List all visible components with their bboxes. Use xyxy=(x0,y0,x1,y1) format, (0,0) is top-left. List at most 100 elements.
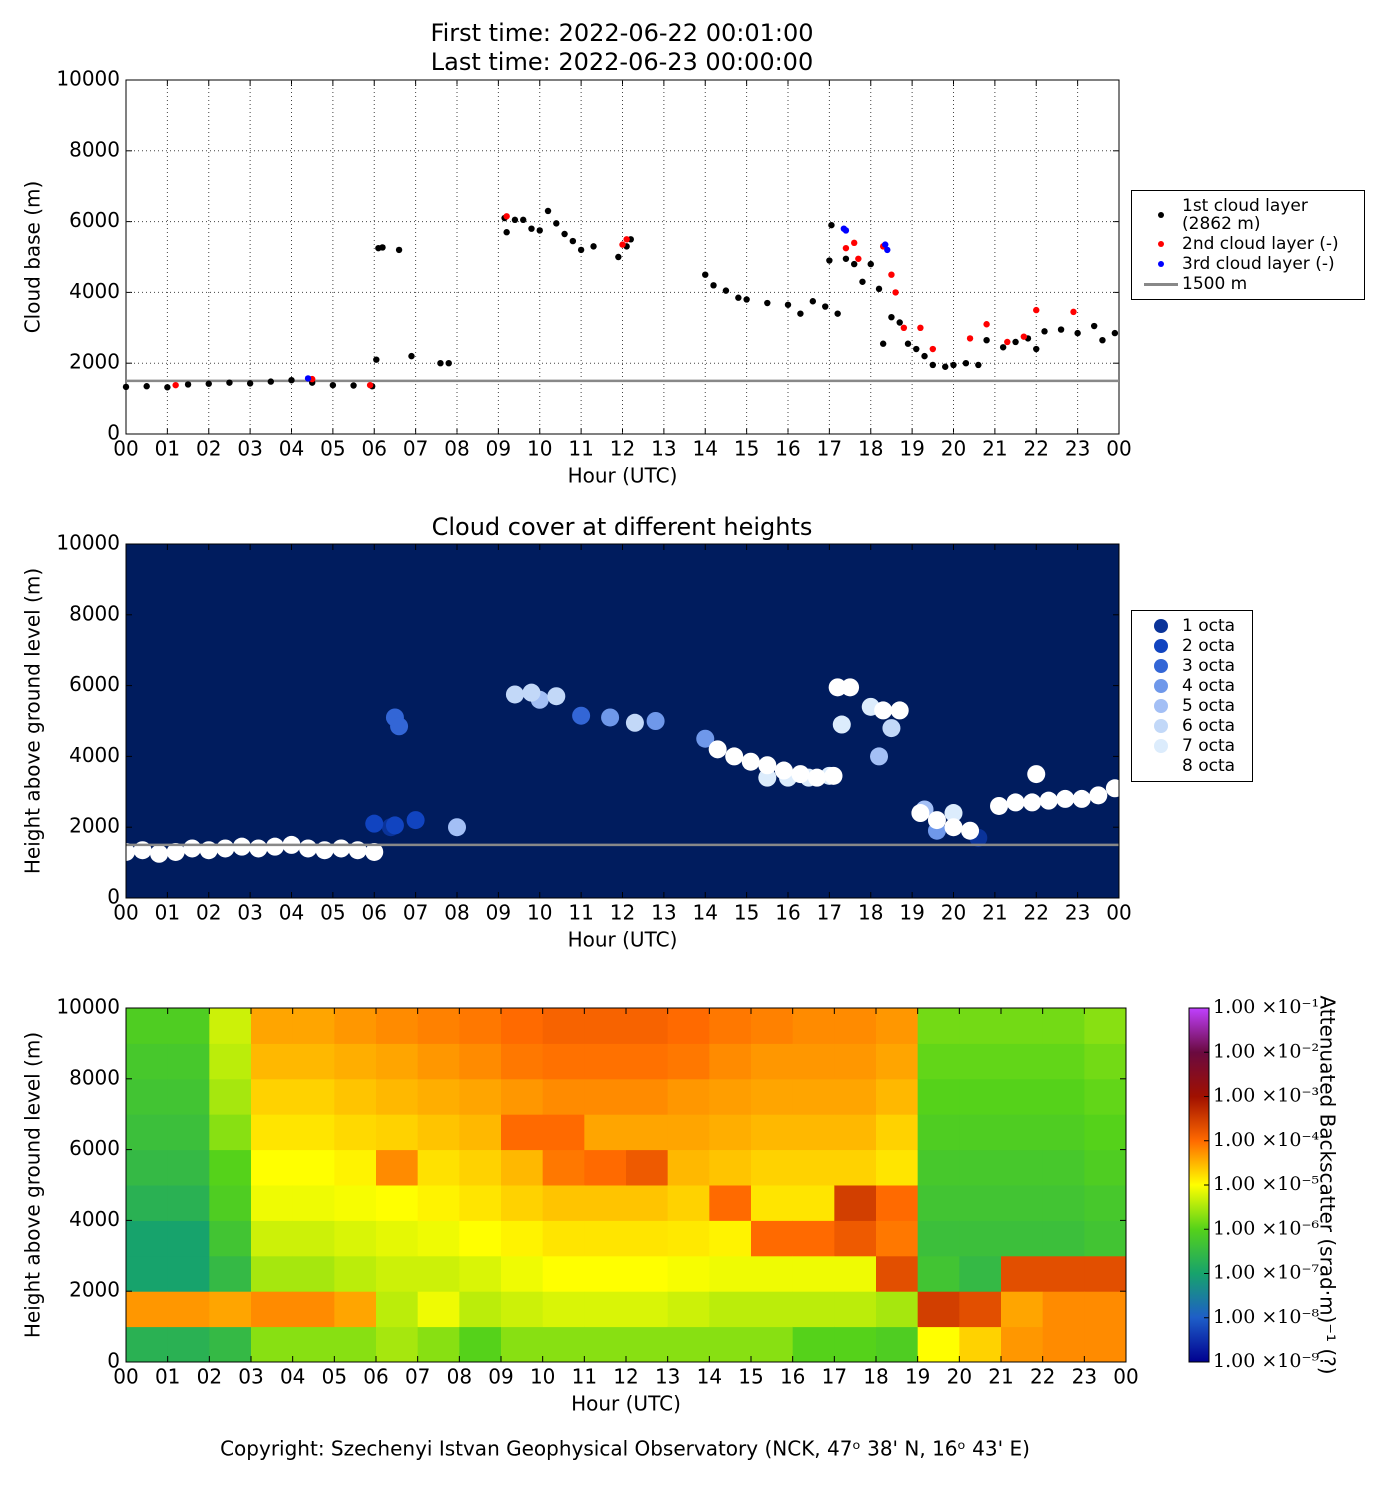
heatmap-cell xyxy=(167,1291,210,1328)
heatmap-cell xyxy=(584,1291,627,1328)
data-point xyxy=(791,765,810,784)
legend-entry: 1st cloud layer (2862 m) xyxy=(1140,197,1356,233)
x-tick-label: 17 xyxy=(817,901,842,925)
data-point xyxy=(445,360,452,367)
heatmap-cell xyxy=(876,1185,919,1221)
y-tick-label: 0 xyxy=(107,421,120,445)
heatmap-cell xyxy=(126,1149,169,1186)
data-point xyxy=(950,361,957,369)
x-tick-label: 09 xyxy=(488,1365,513,1389)
legend-symbol xyxy=(1140,212,1182,218)
heatmap-cell xyxy=(667,1185,710,1221)
x-tick-label: 19 xyxy=(899,437,924,461)
heatmap-cell xyxy=(209,1185,252,1221)
heatmap-cell xyxy=(792,1149,835,1186)
heatmap-cell xyxy=(1084,1291,1127,1328)
heatmap-cell xyxy=(1042,1255,1085,1292)
x-tick-label: 10 xyxy=(527,901,552,925)
x-tick-label: 23 xyxy=(1065,901,1090,925)
data-point xyxy=(520,216,527,224)
x-tick-label: 13 xyxy=(655,1365,680,1389)
data-point xyxy=(406,811,425,830)
data-point xyxy=(1070,308,1077,316)
legend-entry: 8 octa xyxy=(1140,757,1244,775)
heatmap-cell xyxy=(292,1078,335,1115)
heatmap-cell xyxy=(959,1043,1002,1080)
legend-entry: 4 octa xyxy=(1140,677,1244,695)
heatmap-cell xyxy=(417,1043,460,1080)
x-tick-label: 02 xyxy=(196,437,221,461)
data-point xyxy=(1057,326,1065,333)
heatmap-cell xyxy=(376,1078,419,1115)
heatmap-cell xyxy=(626,1008,669,1044)
legend-marker xyxy=(1154,659,1168,673)
heatmap-cell xyxy=(792,1220,835,1257)
data-point xyxy=(859,278,866,285)
heatmap-cell xyxy=(251,1043,294,1080)
legend-line xyxy=(1144,282,1178,286)
data-point xyxy=(329,381,337,389)
data-point xyxy=(267,378,275,385)
data-point xyxy=(505,685,524,704)
heatmap-cell xyxy=(542,1149,585,1186)
heatmap-cell xyxy=(167,1114,210,1151)
data-point xyxy=(842,227,850,234)
legend-label: 1500 m xyxy=(1182,274,1248,294)
heatmap-cell xyxy=(709,1326,752,1363)
data-point xyxy=(710,282,717,289)
data-point xyxy=(1056,789,1075,808)
heatmap-cell xyxy=(584,1220,627,1257)
legend-entry: 6 octa xyxy=(1140,717,1244,735)
heatmap-cell xyxy=(1001,1114,1044,1151)
heatmap-cell xyxy=(376,1149,419,1186)
heatmap-cell xyxy=(126,1008,169,1044)
heatmap-cell xyxy=(959,1078,1002,1115)
heatmap-cell xyxy=(1084,1185,1127,1221)
x-tick-label: 06 xyxy=(362,901,387,925)
heatmap-cell xyxy=(1001,1255,1044,1292)
data-point xyxy=(166,842,185,861)
data-point xyxy=(390,717,409,736)
data-point xyxy=(577,246,585,254)
data-point xyxy=(299,839,318,858)
data-point xyxy=(265,837,284,856)
data-point xyxy=(1090,322,1098,330)
data-point xyxy=(561,230,568,238)
heatmap-cell xyxy=(417,1114,460,1151)
heatmap-cell xyxy=(209,1114,252,1151)
heatmap-cell xyxy=(751,1008,794,1044)
heatmap-cell xyxy=(751,1114,794,1151)
heatmap-cell xyxy=(209,1326,252,1363)
legend-label: 2 octa xyxy=(1182,636,1236,656)
y-tick-label: 8000 xyxy=(69,601,120,625)
heatmap-cell xyxy=(376,1326,419,1363)
heatmap-cell xyxy=(334,1149,377,1186)
y-tick-label: 0 xyxy=(107,1349,120,1373)
heatmap-cell xyxy=(626,1326,669,1363)
heatmap-cell xyxy=(501,1078,544,1115)
y-tick-label: 2000 xyxy=(69,1278,120,1302)
data-point xyxy=(764,299,771,307)
data-point xyxy=(1006,793,1025,812)
legend-label: 3 octa xyxy=(1182,656,1236,676)
x-tick-label: 22 xyxy=(1024,901,1049,925)
points xyxy=(126,678,1119,863)
heatmap-cell xyxy=(126,1326,169,1363)
x-tick-label: 04 xyxy=(279,437,304,461)
data-point xyxy=(774,761,793,780)
y-tick-label: 6000 xyxy=(69,672,120,696)
heatmap-cell xyxy=(459,1008,502,1044)
data-point xyxy=(122,383,130,391)
heatmap-cell xyxy=(209,1043,252,1080)
x-tick-label: 20 xyxy=(941,901,966,925)
data-point xyxy=(249,839,268,858)
data-point xyxy=(962,360,970,367)
x-axis-label: Hour (UTC) xyxy=(568,928,678,952)
heatmap-cell xyxy=(751,1220,794,1257)
heatmap-cell xyxy=(1084,1326,1127,1363)
heatmap-cell xyxy=(1084,1220,1127,1257)
heatmap-cell xyxy=(1084,1008,1127,1044)
data-point xyxy=(879,340,887,347)
heatmap-cell xyxy=(667,1008,710,1044)
x-tick-label: 11 xyxy=(572,1365,597,1389)
